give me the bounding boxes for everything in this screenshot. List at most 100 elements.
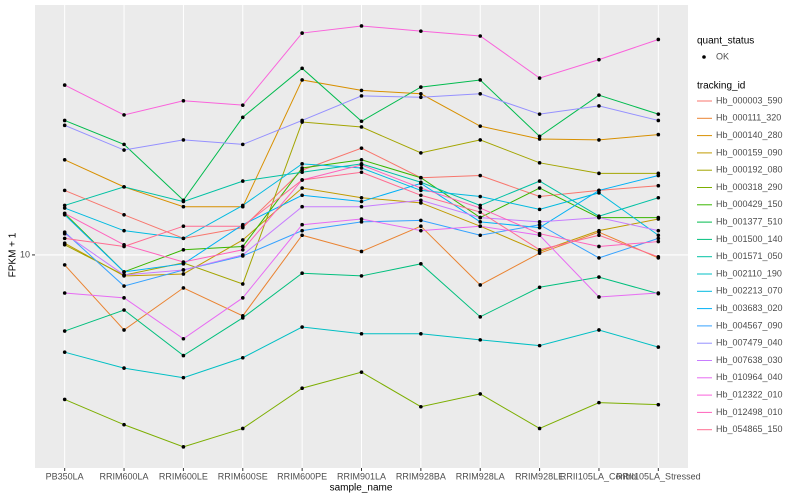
data-point — [478, 283, 483, 287]
data-point — [537, 343, 542, 348]
data-point — [597, 138, 601, 142]
data-point — [419, 151, 423, 155]
data-point — [597, 57, 601, 62]
data-point — [300, 170, 304, 175]
data-point — [300, 386, 304, 391]
legend-label: Hb_000003_590 — [716, 95, 783, 105]
data-point — [300, 204, 304, 209]
data-point — [62, 211, 67, 216]
data-point — [62, 203, 67, 208]
data-point — [419, 201, 423, 205]
data-point — [181, 375, 186, 380]
data-point — [359, 157, 364, 162]
data-point — [537, 112, 542, 116]
data-point — [359, 163, 364, 167]
data-point — [181, 272, 186, 276]
data-point — [537, 137, 542, 141]
data-point — [359, 370, 364, 374]
data-point — [181, 445, 186, 449]
legend-label: Hb_002110_190 — [716, 268, 782, 278]
data-point — [597, 228, 601, 233]
data-point — [656, 402, 661, 407]
data-point — [122, 142, 126, 147]
data-point — [478, 224, 483, 228]
data-point — [359, 249, 364, 254]
data-point — [62, 243, 67, 247]
data-point — [478, 220, 483, 224]
data-point — [62, 236, 67, 241]
data-point — [359, 24, 364, 28]
data-point — [478, 138, 483, 142]
data-point — [62, 188, 67, 193]
data-point — [122, 296, 126, 300]
data-point — [240, 282, 245, 286]
data-point — [656, 215, 661, 220]
x-tick-label: RRIM600LE — [159, 471, 208, 481]
x-tick-label: RRIM928LA — [456, 471, 505, 481]
data-point — [597, 233, 601, 238]
data-point — [62, 123, 67, 128]
data-point — [62, 397, 67, 402]
data-point — [656, 291, 661, 295]
legend-label: Hb_007638_030 — [716, 355, 783, 365]
data-point — [597, 104, 601, 108]
x-tick-label: PB350LA — [46, 471, 84, 481]
data-point — [419, 85, 423, 89]
data-point — [478, 173, 483, 178]
data-point — [359, 199, 364, 204]
data-point — [122, 244, 126, 249]
data-point — [656, 345, 661, 349]
data-point — [240, 244, 245, 249]
legend-label: Hb_003683_020 — [716, 303, 783, 313]
data-point — [656, 37, 661, 42]
data-point — [597, 256, 601, 260]
data-point — [478, 194, 483, 199]
data-point — [478, 338, 483, 342]
data-point — [300, 271, 304, 276]
x-tick-label: RRIM928BA — [396, 471, 446, 481]
data-point — [419, 198, 423, 203]
data-point — [419, 181, 423, 186]
data-point — [419, 193, 423, 198]
data-point — [122, 113, 126, 117]
data-point — [656, 118, 661, 123]
data-point — [62, 263, 67, 267]
data-point — [300, 233, 304, 238]
data-point — [240, 224, 245, 228]
data-point — [181, 224, 186, 228]
data-point — [537, 194, 542, 199]
data-point — [419, 224, 423, 228]
x-tick-label: RRIM600PE — [277, 471, 327, 481]
data-point — [537, 161, 542, 165]
data-point — [419, 228, 423, 233]
data-point — [122, 270, 126, 274]
data-point — [537, 186, 542, 190]
data-point — [537, 426, 542, 431]
data-point — [240, 142, 245, 147]
data-point — [597, 93, 601, 97]
data-point — [537, 220, 542, 224]
y-axis-title: FPKM + 1 — [8, 232, 19, 277]
data-point — [122, 328, 126, 332]
data-point — [656, 173, 661, 178]
data-point — [62, 206, 67, 210]
data-point — [419, 331, 423, 336]
x-tick-label: RRIM928LE — [515, 471, 564, 481]
legend-label: Hb_002213_070 — [716, 286, 783, 296]
data-point — [240, 355, 245, 360]
data-point — [359, 146, 364, 150]
data-point — [359, 88, 364, 93]
data-point — [478, 78, 483, 82]
data-point — [359, 195, 364, 200]
data-point — [240, 296, 245, 300]
data-point — [181, 286, 186, 290]
data-point — [359, 274, 364, 278]
data-point — [240, 247, 245, 252]
data-point — [62, 83, 67, 87]
data-point — [656, 132, 661, 137]
data-point — [537, 207, 542, 212]
data-point — [240, 253, 245, 257]
data-point — [419, 262, 423, 266]
data-point — [62, 231, 67, 236]
